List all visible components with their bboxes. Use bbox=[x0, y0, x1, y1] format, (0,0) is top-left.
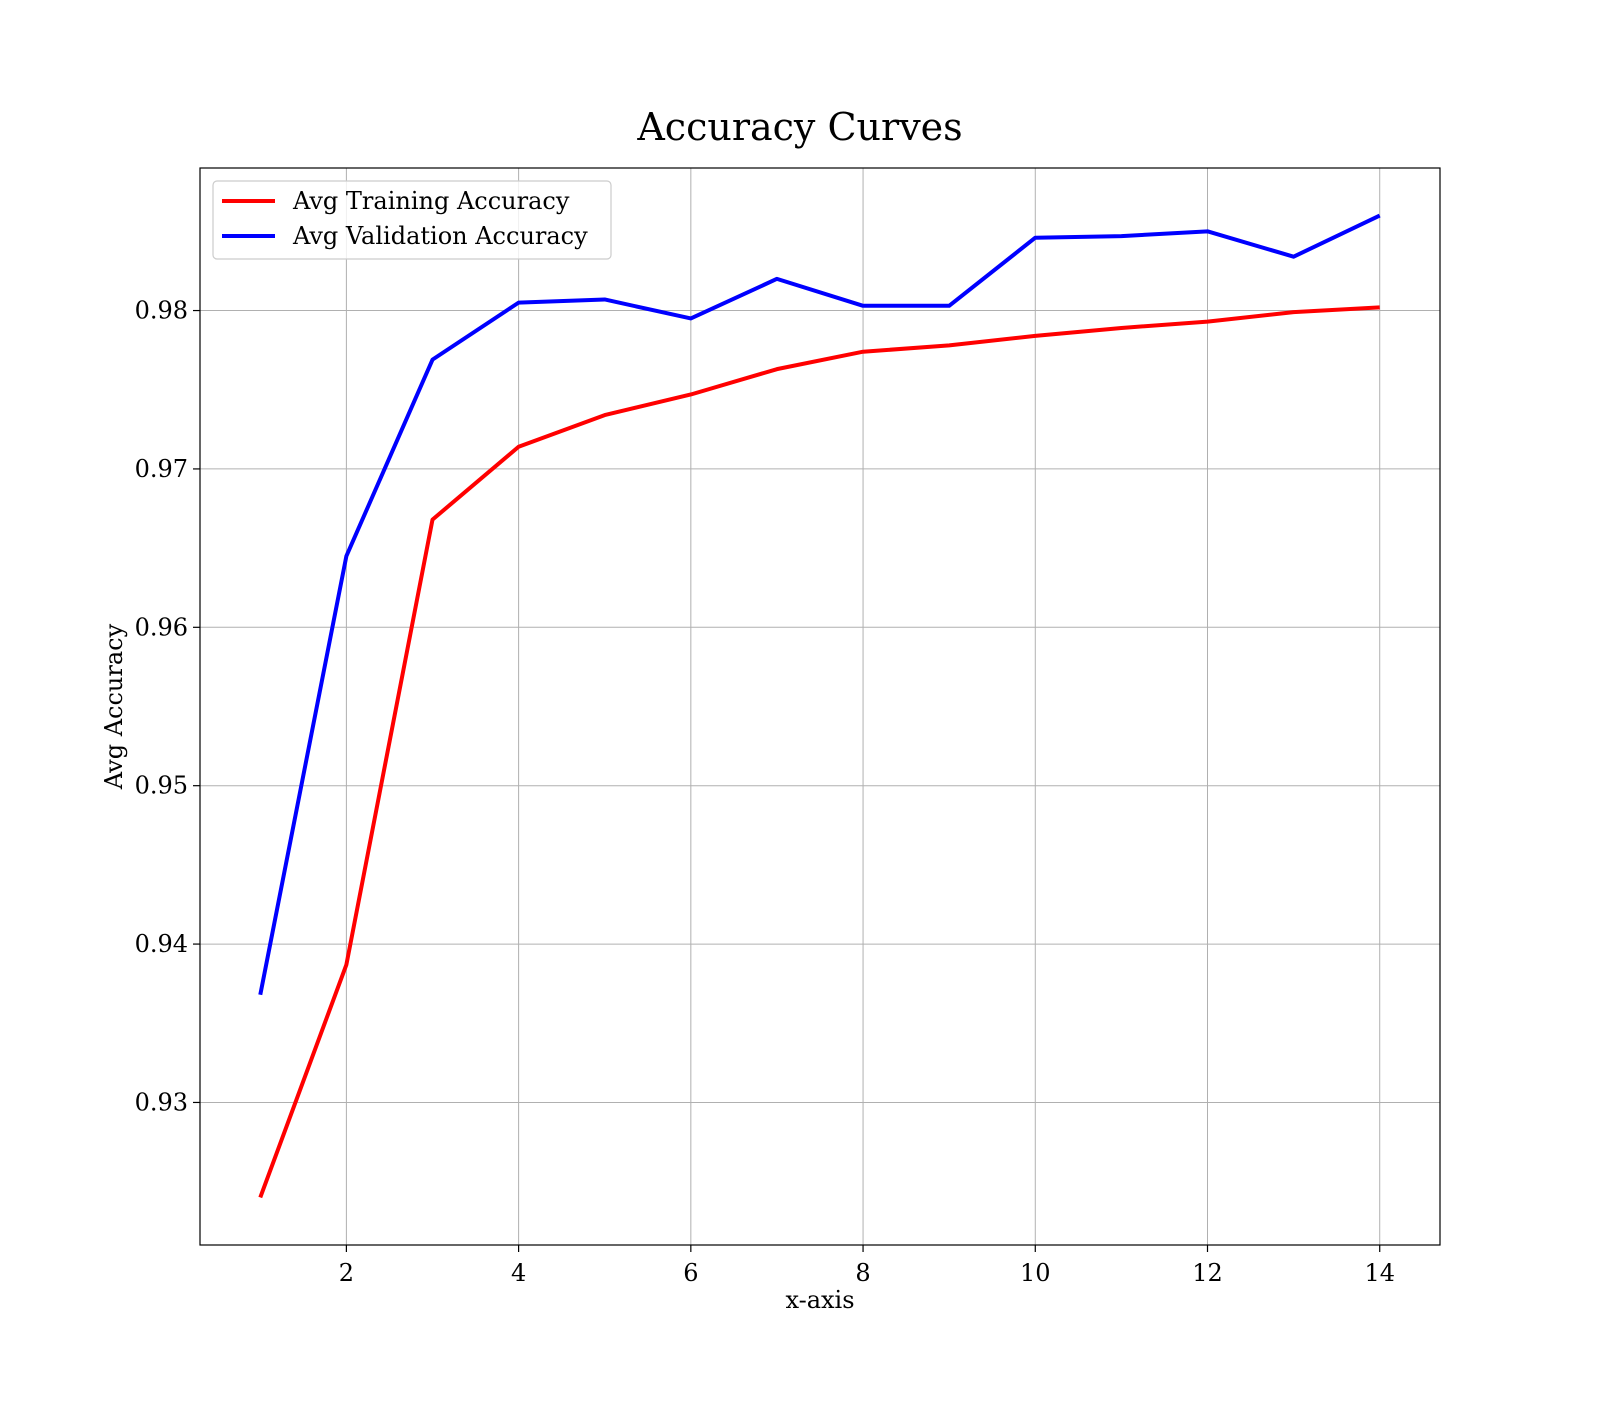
legend-box bbox=[212, 180, 612, 260]
x-tick-label: 14 bbox=[1364, 1259, 1395, 1287]
y-tick-label: 0.94 bbox=[135, 930, 188, 958]
x-tick-label: 6 bbox=[683, 1259, 698, 1287]
y-axis-label: Avg Accuracy bbox=[100, 623, 128, 790]
x-tick-label: 8 bbox=[855, 1259, 870, 1287]
x-axis-ticks: 2 4 6 8 10 12 14 bbox=[339, 1245, 1395, 1287]
series-line-validation bbox=[258, 213, 1381, 996]
x-tick-label: 12 bbox=[1192, 1259, 1223, 1287]
legend-label-validation: Avg Validation Accuracy bbox=[292, 222, 588, 250]
plot-frame bbox=[199, 167, 1441, 1246]
y-tick-label: 0.97 bbox=[135, 455, 188, 483]
series-lines bbox=[258, 213, 1381, 1199]
y-tick-label: 0.95 bbox=[135, 772, 188, 800]
grid-lines bbox=[200, 168, 1440, 1245]
x-tick-label: 4 bbox=[511, 1259, 526, 1287]
y-tick-label: 0.98 bbox=[135, 297, 188, 325]
y-axis-ticks: 0.93 0.94 0.95 0.96 0.97 0.98 bbox=[135, 297, 200, 1116]
x-axis-label: x-axis bbox=[785, 1286, 854, 1314]
y-tick-label: 0.96 bbox=[135, 613, 188, 641]
legend-label-training: Avg Training Accuracy bbox=[292, 187, 570, 215]
chart-title: Accuracy Curves bbox=[636, 105, 962, 149]
series-line-training bbox=[258, 305, 1380, 1199]
x-tick-label: 2 bbox=[339, 1259, 354, 1287]
x-tick-label: 10 bbox=[1020, 1259, 1051, 1287]
legend: Avg Training Accuracy Avg Validation Acc… bbox=[212, 180, 612, 260]
y-tick-label: 0.93 bbox=[135, 1088, 188, 1116]
